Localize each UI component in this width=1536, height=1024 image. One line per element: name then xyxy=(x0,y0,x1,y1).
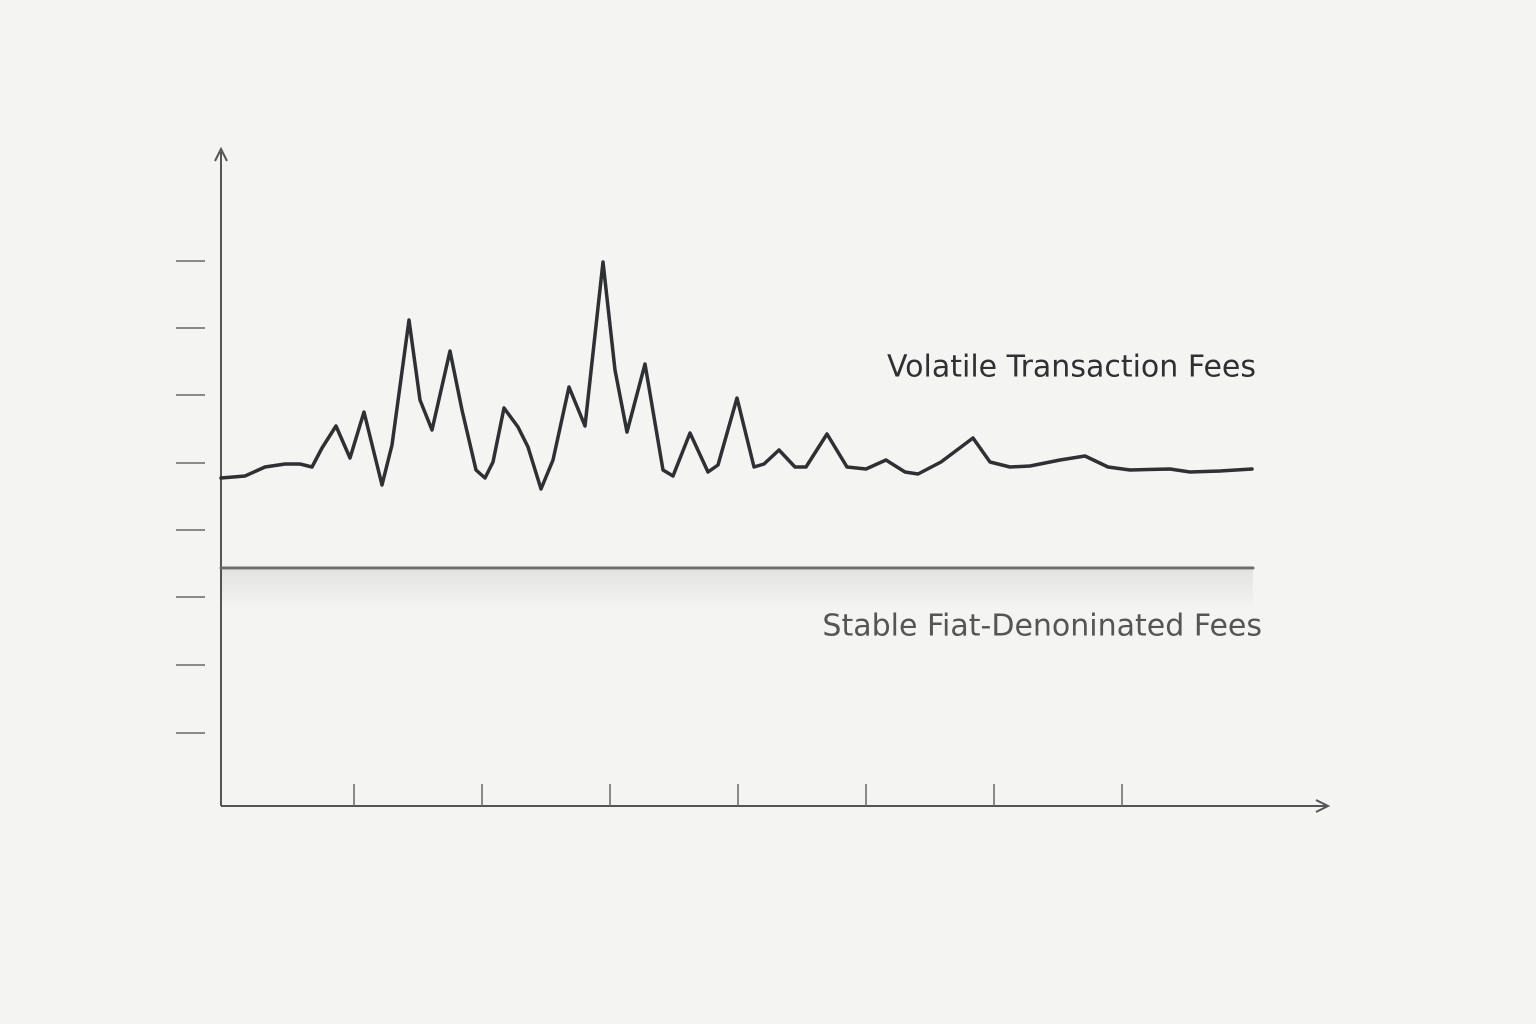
line-shadow xyxy=(221,570,1253,610)
y-axis-arrow xyxy=(214,146,228,162)
x-axis-arrow xyxy=(1315,799,1331,813)
series-label: Volatile Transaction Fees xyxy=(887,350,1256,385)
series-label: Stable Fiat-Denoninated Fees xyxy=(822,609,1262,644)
series-line xyxy=(219,260,1254,491)
